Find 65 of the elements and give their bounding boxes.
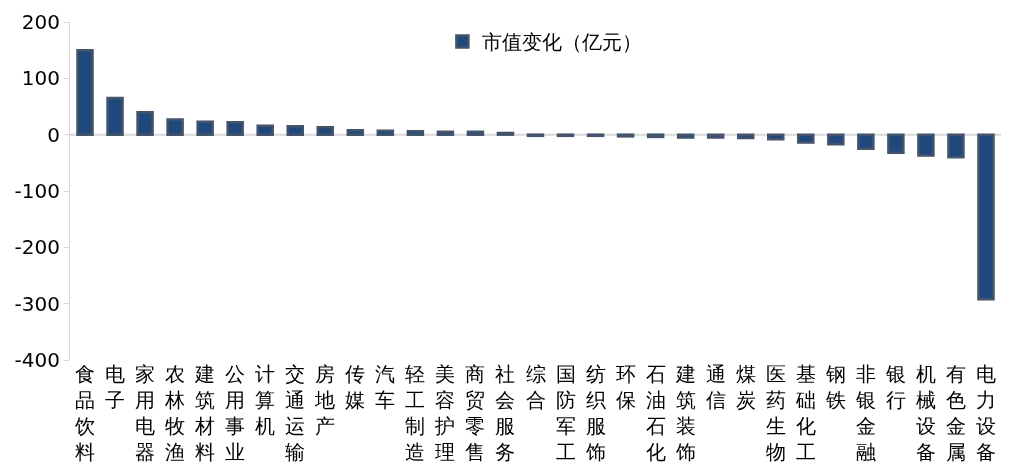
x-tick-label: 电力设备 — [975, 362, 996, 464]
y-tick-label: -100 — [14, 179, 60, 203]
x-tick-label: 钢铁 — [824, 362, 846, 412]
x-tick-label: 计算机 — [255, 362, 276, 438]
bar — [797, 133, 815, 144]
bar — [767, 133, 785, 141]
x-tick-label: 传媒 — [345, 362, 366, 412]
x-tick-label: 汽车 — [375, 362, 396, 412]
x-tick-label: 商贸零售 — [465, 362, 486, 464]
x-tick-label: 纺织服饰 — [584, 362, 606, 464]
bar — [106, 96, 124, 136]
bar — [196, 120, 214, 136]
bar — [857, 133, 875, 150]
x-tick-label: 机械设备 — [915, 362, 936, 464]
bar — [646, 133, 665, 139]
bar — [736, 133, 755, 140]
x-tick-label: 建筑材料 — [194, 362, 216, 464]
x-tick-label: 非银金融 — [854, 362, 876, 464]
x-tick-label: 医药生物 — [765, 362, 786, 464]
bar — [977, 133, 995, 301]
x-tick-label: 交通运输 — [285, 362, 306, 464]
x-tick-label: 基础化工 — [794, 362, 816, 464]
y-tick-label: -300 — [14, 291, 60, 316]
bar — [136, 110, 154, 136]
bar — [917, 133, 935, 157]
bar — [166, 118, 184, 136]
x-tick-label: 煤炭 — [735, 362, 756, 412]
bar — [376, 129, 395, 136]
bar — [226, 121, 244, 136]
y-tick-label: 200 — [21, 10, 60, 34]
y-tick-label: 0 — [47, 122, 60, 147]
x-tick-label: 建筑装饰 — [674, 362, 696, 464]
bar — [76, 48, 94, 136]
x-tick-label: 家用电器 — [135, 362, 156, 464]
bar — [316, 126, 335, 136]
bar — [256, 124, 274, 136]
x-tick-label: 食品饮料 — [74, 362, 96, 464]
x-tick-label: 国防军工 — [555, 362, 576, 464]
legend-label: 市值变化（亿元） — [482, 30, 643, 55]
x-tick-label: 电子 — [105, 362, 126, 412]
y-tick-label: -400 — [14, 348, 60, 372]
x-tick-label: 农林牧渔 — [164, 362, 186, 464]
x-tick-label: 公用事业 — [225, 362, 246, 464]
x-tick-label: 环保 — [615, 362, 636, 412]
y-tick-label: -200 — [14, 235, 60, 260]
y-tick-label: 100 — [21, 66, 60, 91]
x-tick-label: 美容护理 — [434, 362, 456, 464]
x-tick-label: 通信 — [705, 362, 726, 412]
bar — [346, 128, 365, 136]
x-tick-label: 房地产 — [314, 362, 336, 438]
bar — [827, 133, 845, 146]
x-tick-label: 综合 — [525, 362, 546, 412]
bar — [286, 124, 304, 136]
x-tick-label: 有色金属 — [945, 362, 966, 464]
bar — [436, 130, 455, 136]
bar — [887, 133, 905, 154]
x-tick-label: 银行 — [884, 362, 906, 412]
x-tick-label: 社会服务 — [495, 362, 516, 464]
bar — [947, 133, 965, 159]
bar — [406, 130, 425, 136]
bar — [466, 130, 485, 136]
bar — [676, 133, 695, 139]
x-tick-label: 石油石化 — [645, 362, 666, 464]
x-tick-label: 轻工制造 — [405, 362, 426, 464]
bar — [706, 133, 725, 139]
